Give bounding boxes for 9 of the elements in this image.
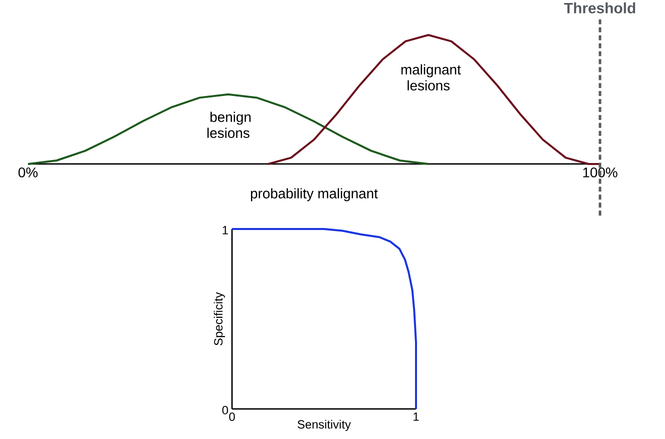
ref-line-label: Threshold <box>564 2 636 14</box>
y-axis-title: Specificity <box>214 292 225 346</box>
x-axis-title: Sensitivity <box>298 420 351 431</box>
series-label: benign lesions <box>207 112 251 138</box>
series-label: malignant lesions <box>401 64 461 90</box>
line-series <box>231 228 418 410</box>
x-tick-label: 100% <box>583 167 618 178</box>
x-tick-label: 0% <box>18 167 38 178</box>
x-axis-title: probability malignant <box>250 188 378 202</box>
